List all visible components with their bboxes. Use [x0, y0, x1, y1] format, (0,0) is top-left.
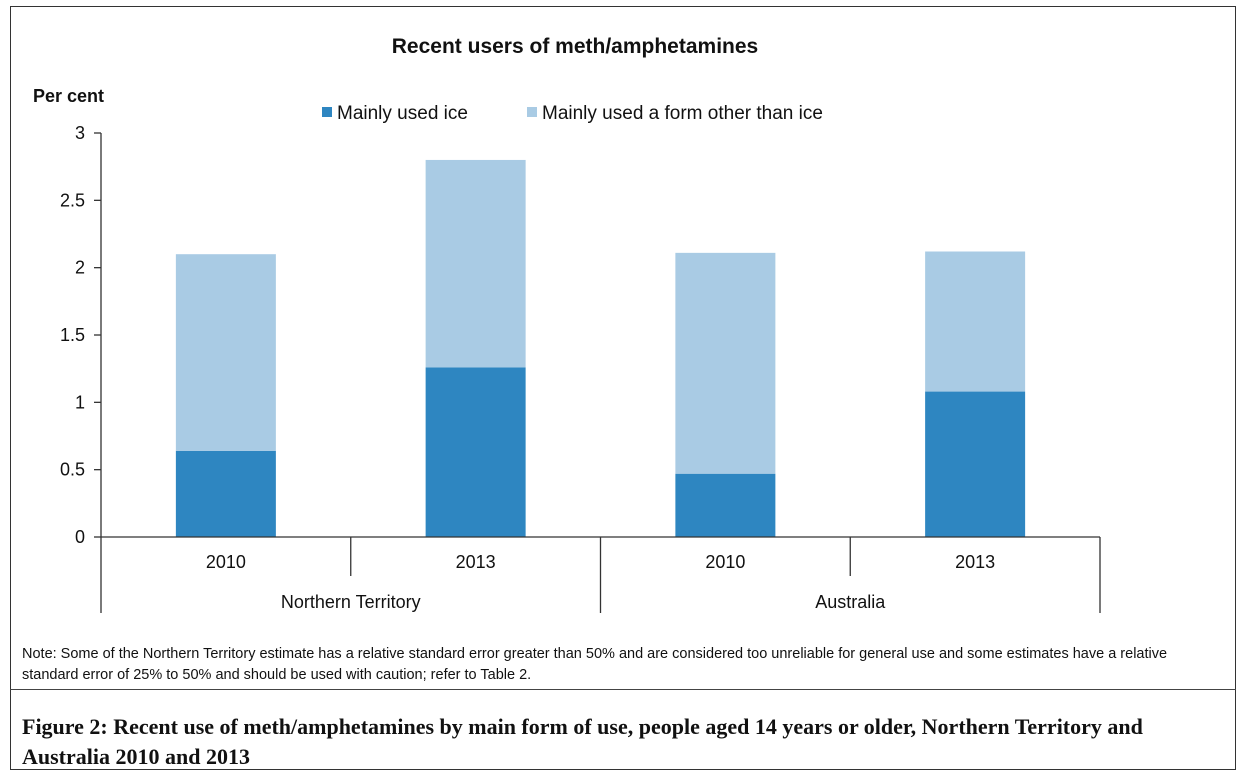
legend-label: Mainly used a form other than ice	[542, 103, 823, 124]
bar-mainly-used-ice	[425, 367, 526, 537]
figure-caption: Figure 2: Recent use of meth/amphetamine…	[22, 714, 1143, 769]
bar-mainly-used-ice	[925, 391, 1026, 537]
bar-other-than-ice	[425, 159, 526, 368]
bar-other-than-ice	[675, 252, 776, 474]
axes: 0 0.5 1 1.5 2 2.5 3 2010 2013 2010 2013 Northern Te…	[60, 123, 1101, 613]
chart-title: Recent users of meth/amphetamines	[392, 35, 758, 58]
bar-other-than-ice	[175, 254, 276, 451]
chart-note: Note: Some of the Northern Territory est…	[22, 646, 1168, 683]
x-tick-label: 2010	[206, 552, 246, 572]
y-axis-label: Per cent	[33, 86, 104, 106]
x-tick-label: 2010	[705, 552, 745, 572]
bar-other-than-ice	[925, 251, 1026, 392]
divider	[10, 689, 1236, 690]
legend-swatch	[322, 107, 332, 117]
y-tick-label: 0	[75, 527, 85, 547]
legend: Mainly used ice Mainly used a form other …	[322, 103, 823, 124]
x-tick-label: 2013	[955, 552, 995, 572]
legend-swatch	[527, 107, 537, 117]
group-label: Northern Territory	[281, 592, 421, 612]
bar-mainly-used-ice	[675, 473, 776, 537]
y-tick-label: 1	[75, 392, 85, 412]
y-tick-label: 3	[75, 123, 85, 143]
bars	[175, 159, 1026, 537]
bar-mainly-used-ice	[175, 450, 276, 537]
y-tick-label: 2.5	[60, 190, 85, 210]
legend-label: Mainly used ice	[337, 103, 468, 124]
y-tick-label: 1.5	[60, 325, 85, 345]
x-tick-label: 2013	[456, 552, 496, 572]
y-tick-label: 2	[75, 258, 85, 278]
group-label: Australia	[815, 592, 886, 612]
stacked-bar-chart: Recent users of meth/amphetamines Per ce…	[33, 35, 1101, 613]
y-tick-label: 0.5	[60, 460, 85, 480]
